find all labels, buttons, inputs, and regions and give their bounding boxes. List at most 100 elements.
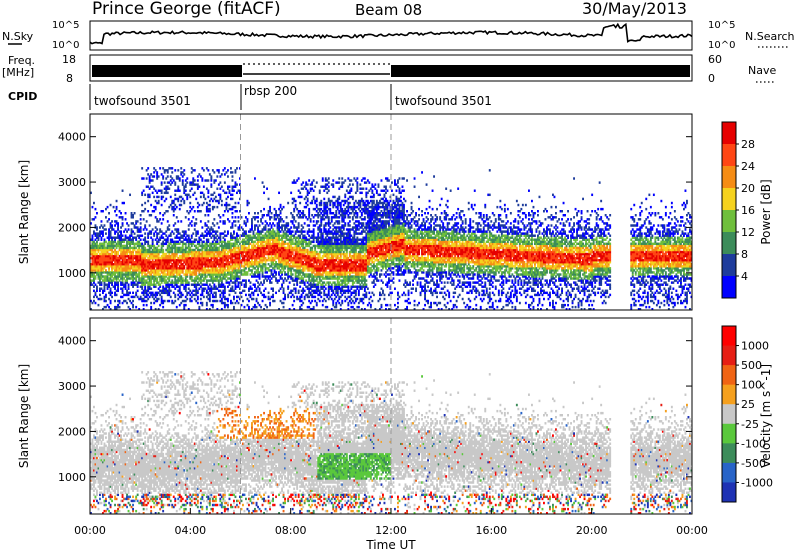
nsearch-tick-low: 10^0 (708, 40, 735, 51)
power-cell (206, 304, 208, 306)
power-cell (152, 179, 154, 181)
power-cell (167, 175, 169, 177)
power-cell (150, 230, 152, 232)
power-cell (155, 190, 157, 192)
power-cell (232, 175, 234, 177)
power-cell (140, 230, 142, 232)
power-cell (174, 222, 176, 224)
power-cell (191, 220, 193, 222)
power-cell (329, 208, 331, 210)
power-cell (203, 194, 205, 196)
power-cell (111, 296, 113, 298)
power-cell (96, 241, 98, 243)
power-cell (302, 216, 304, 218)
power-cell (126, 302, 128, 304)
power-cell (319, 190, 321, 192)
power-cell (203, 279, 205, 281)
power-cell (232, 171, 234, 173)
power-cell (335, 210, 337, 212)
power-cell (146, 177, 148, 179)
power-cell (250, 281, 252, 283)
power-cell (319, 300, 321, 302)
power-cell (204, 288, 206, 290)
power-cell (235, 292, 237, 294)
power-cell (140, 222, 142, 224)
power-cell (216, 222, 218, 224)
power-cell (313, 179, 315, 181)
power-cell (274, 208, 276, 210)
power-cell (132, 222, 134, 224)
power-cell (132, 292, 134, 294)
power-cell (185, 230, 187, 232)
power-cell (207, 196, 209, 198)
power-cell (158, 200, 160, 202)
power-cell (284, 271, 286, 273)
power-cell (262, 216, 264, 218)
power-cell (328, 177, 330, 179)
power-cell (229, 284, 231, 286)
power-cell (265, 296, 267, 298)
power-cell (102, 235, 104, 237)
power-cell (304, 290, 306, 292)
power-cell (173, 200, 175, 202)
power-cell (232, 216, 234, 218)
power-cell (156, 294, 158, 296)
power-cell (210, 183, 212, 185)
power-cell (227, 169, 229, 171)
power-cell (316, 302, 318, 304)
power-cell (102, 210, 104, 212)
power-cell (256, 298, 258, 300)
power-cell (128, 284, 130, 286)
power-cell (116, 206, 118, 208)
power-cell (302, 226, 304, 228)
power-cell (224, 286, 226, 288)
power-cell (161, 204, 163, 206)
power-cell (232, 224, 234, 226)
power-cell (232, 212, 234, 214)
power-cell (210, 175, 212, 177)
power-cell (229, 190, 231, 192)
power-cell (138, 273, 140, 275)
power-cell (323, 281, 325, 283)
power-cell (272, 228, 274, 230)
power-cell (141, 235, 143, 237)
power-cell (325, 288, 327, 290)
power-cell (278, 279, 280, 281)
power-cell (177, 228, 179, 230)
power-cell (314, 224, 316, 226)
power-cell (281, 273, 283, 275)
power-cell (257, 220, 259, 222)
power-cell (93, 279, 95, 281)
power-cell (113, 206, 115, 208)
power-cell (314, 296, 316, 298)
power-cell (317, 220, 319, 222)
power-cell (144, 284, 146, 286)
power-cell (210, 186, 212, 188)
power-cell (108, 218, 110, 220)
power-cell (131, 228, 133, 230)
power-cell (224, 167, 226, 169)
power-cell (227, 298, 229, 300)
power-cell (206, 302, 208, 304)
power-cell (162, 175, 164, 177)
power-cell (125, 284, 127, 286)
power-cell (170, 290, 172, 292)
power-cell (171, 239, 173, 241)
power-cell (308, 179, 310, 181)
power-cell (235, 224, 237, 226)
power-cell (325, 228, 327, 230)
power-cell (177, 220, 179, 222)
power-cell (224, 290, 226, 292)
power-cell (137, 284, 139, 286)
power-cell (299, 235, 301, 237)
power-cell (107, 220, 109, 222)
power-cell (195, 218, 197, 220)
power-cell (227, 196, 229, 198)
power-cell (215, 294, 217, 296)
power-cell (110, 230, 112, 232)
power-cell (251, 220, 253, 222)
power-cell (125, 228, 127, 230)
power-cell (117, 290, 119, 292)
power-cell (299, 202, 301, 204)
power-cell (257, 212, 259, 214)
